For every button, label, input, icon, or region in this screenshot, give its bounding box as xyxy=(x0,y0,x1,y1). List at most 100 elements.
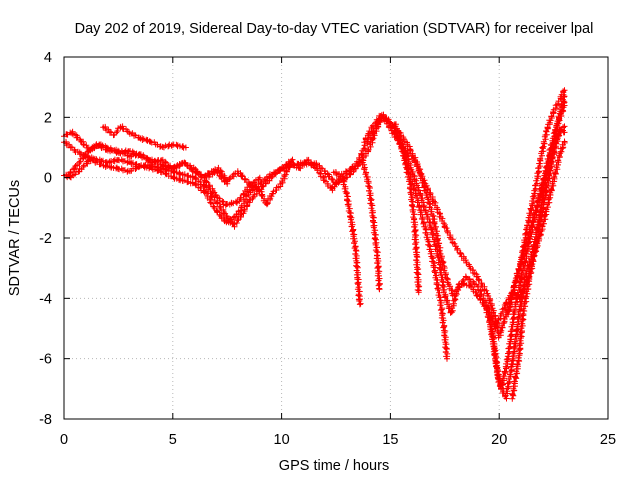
data-point xyxy=(237,212,240,215)
data-point xyxy=(106,149,109,152)
data-point xyxy=(506,312,509,315)
data-point xyxy=(546,185,549,188)
data-point xyxy=(504,303,507,306)
data-point xyxy=(280,167,283,170)
data-point xyxy=(428,221,431,224)
x-tick-label: 0 xyxy=(60,432,68,448)
data-point xyxy=(502,321,505,324)
data-point xyxy=(445,279,448,282)
data-point xyxy=(128,161,131,164)
y-tick-label: -2 xyxy=(39,231,52,247)
axis-ticks xyxy=(63,56,609,420)
data-point xyxy=(247,191,250,194)
x-tick-label: 20 xyxy=(491,432,507,448)
data-point xyxy=(241,212,244,215)
data-point xyxy=(67,173,70,176)
data-point xyxy=(69,176,72,179)
data-point xyxy=(224,203,227,206)
series-track-15 xyxy=(509,126,568,402)
data-point xyxy=(563,125,566,128)
data-point xyxy=(533,194,536,197)
data-point xyxy=(150,167,153,170)
data-point xyxy=(258,176,261,179)
data-point xyxy=(215,209,218,212)
data-point xyxy=(128,170,131,173)
data-point xyxy=(443,294,446,297)
data-point xyxy=(280,182,283,185)
data-point xyxy=(128,149,131,152)
data-point xyxy=(119,125,122,128)
data-point xyxy=(491,333,494,336)
data-point xyxy=(552,110,555,113)
data-point xyxy=(247,200,250,203)
data-point xyxy=(452,294,455,297)
data-point xyxy=(117,149,120,152)
data-point xyxy=(378,288,381,291)
data-point xyxy=(465,276,468,279)
data-point xyxy=(232,224,235,227)
data-point xyxy=(226,221,229,224)
data-point xyxy=(513,309,516,312)
data-point xyxy=(371,125,374,128)
data-point xyxy=(271,191,274,194)
data-point xyxy=(258,182,261,185)
data-point xyxy=(80,167,83,170)
data-point xyxy=(533,218,536,221)
data-point xyxy=(559,98,562,101)
data-point xyxy=(171,176,174,179)
plot-data xyxy=(61,87,568,402)
data-point xyxy=(363,140,366,143)
data-point xyxy=(237,170,240,173)
y-tick-label: 2 xyxy=(44,110,52,126)
data-point xyxy=(371,215,374,218)
y-tick-label: -6 xyxy=(39,352,52,368)
data-point xyxy=(443,333,446,336)
data-point xyxy=(519,261,522,264)
data-point xyxy=(265,203,268,206)
data-point xyxy=(563,89,566,92)
data-point xyxy=(139,164,142,167)
data-point xyxy=(415,194,418,197)
data-point xyxy=(150,161,153,164)
data-point xyxy=(563,95,566,98)
data-point xyxy=(563,101,566,104)
data-point xyxy=(298,167,301,170)
data-point xyxy=(341,176,344,179)
data-point xyxy=(193,176,196,179)
data-point xyxy=(160,146,163,149)
data-point xyxy=(139,152,142,155)
data-point xyxy=(415,161,418,164)
data-point xyxy=(559,128,562,131)
data-point xyxy=(84,152,87,155)
data-point xyxy=(289,161,292,164)
x-tick-label: 10 xyxy=(274,432,290,448)
data-point xyxy=(476,276,479,279)
data-point xyxy=(500,387,503,390)
y-tick-label: -8 xyxy=(39,412,52,428)
data-point xyxy=(269,173,272,176)
data-point xyxy=(345,194,348,197)
data-point xyxy=(332,170,335,173)
data-point xyxy=(513,285,516,288)
data-point xyxy=(406,143,409,146)
data-point xyxy=(552,152,555,155)
data-point xyxy=(128,131,131,134)
data-point xyxy=(193,170,196,173)
data-point xyxy=(237,200,240,203)
data-point xyxy=(443,224,446,227)
data-point xyxy=(406,167,409,170)
x-tick-label: 25 xyxy=(600,432,616,448)
data-point xyxy=(367,182,370,185)
x-axis-label: GPS time / hours xyxy=(279,458,389,474)
data-point xyxy=(204,173,207,176)
series-track-4 xyxy=(100,123,189,151)
data-point xyxy=(548,152,551,155)
y-axis-label: SDTVAR / TECUs xyxy=(7,180,23,296)
data-point xyxy=(539,158,542,161)
data-point xyxy=(432,218,435,221)
data-point xyxy=(150,140,153,143)
data-point xyxy=(160,164,163,167)
data-point xyxy=(559,152,562,155)
data-point xyxy=(498,336,501,339)
chart-title: Day 202 of 2019, Sidereal Day-to-day VTE… xyxy=(75,21,594,37)
